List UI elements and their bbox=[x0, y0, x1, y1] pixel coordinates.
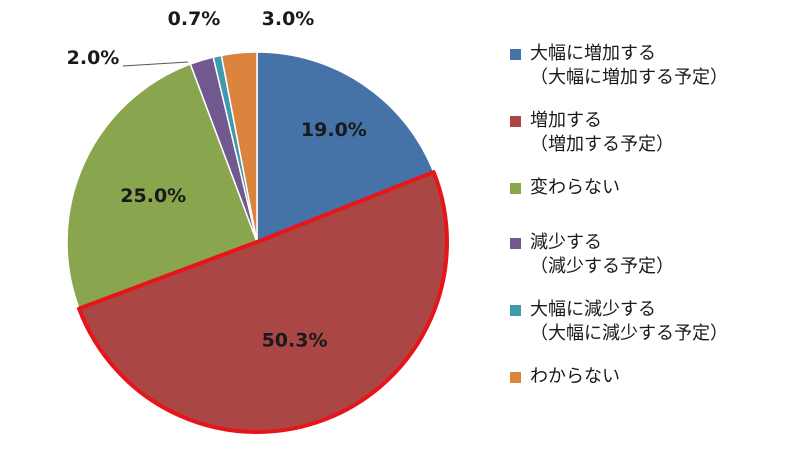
data-label-large-increase: 19.0% bbox=[301, 119, 367, 141]
highlight-outline bbox=[77, 170, 449, 434]
data-label-no-change: 25.0% bbox=[120, 185, 186, 207]
legend-swatch bbox=[510, 183, 521, 194]
pie-slice-no-change bbox=[66, 63, 258, 310]
pie-slice-unknown bbox=[220, 51, 258, 243]
legend-sublabel: （増加する予定） bbox=[530, 134, 674, 155]
legend-sublabel: （大幅に増加する予定） bbox=[530, 67, 728, 88]
legend-item-decrease: 減少する （減少する予定） bbox=[510, 231, 790, 279]
legend-label: 変わらない bbox=[530, 177, 620, 198]
data-label-unknown: 3.0% bbox=[262, 8, 315, 30]
legend-item-large-increase: 大幅に増加する （大幅に増加する予定） bbox=[510, 42, 790, 90]
legend-swatch bbox=[510, 372, 521, 383]
legend-swatch bbox=[510, 305, 521, 316]
pie-slice-large-increase bbox=[256, 51, 435, 244]
legend-label: 大幅に減少する bbox=[530, 299, 656, 320]
legend-item-increase: 増加する （増加する予定） bbox=[510, 109, 790, 157]
legend-sublabel: （減少する予定） bbox=[530, 256, 674, 277]
data-label-increase: 50.3% bbox=[262, 330, 328, 352]
legend-label: 減少する bbox=[530, 232, 602, 253]
legend-item-no-change: 変わらない bbox=[510, 176, 790, 200]
legend-swatch bbox=[510, 238, 521, 249]
legend-swatch bbox=[510, 49, 521, 60]
legend-item-unknown: わからない bbox=[510, 365, 790, 389]
legend-label: 大幅に増加する bbox=[530, 43, 656, 64]
leader-line-decrease bbox=[122, 61, 189, 67]
legend-sublabel: （大幅に減少する予定） bbox=[530, 323, 728, 344]
legend-label: 増加する bbox=[530, 110, 602, 131]
data-label-decrease: 2.0% bbox=[67, 47, 120, 69]
legend: 大幅に増加する （大幅に増加する予定） 増加する （増加する予定） 変わらない … bbox=[510, 42, 790, 408]
legend-swatch bbox=[510, 116, 521, 127]
legend-item-large-decrease: 大幅に減少する （大幅に減少する予定） bbox=[510, 298, 790, 346]
legend-label: わからない bbox=[530, 366, 620, 387]
data-label-large-decrease: 0.7% bbox=[168, 8, 221, 30]
